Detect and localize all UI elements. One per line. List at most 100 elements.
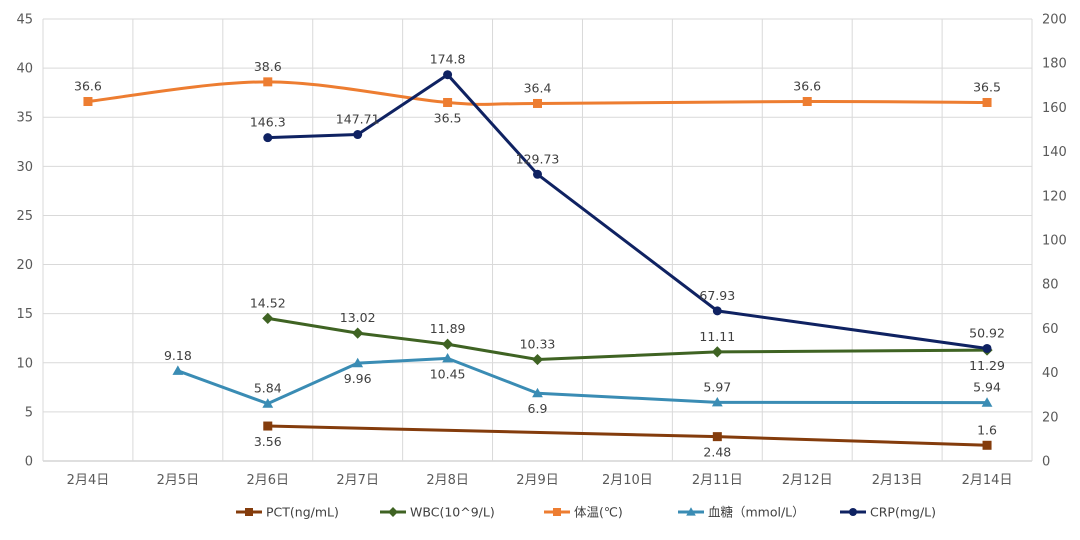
y-right-tick-label: 100 xyxy=(1042,234,1067,249)
series-3-point xyxy=(442,352,453,363)
y-left-tick-label: 40 xyxy=(16,62,33,77)
data-label: 11.89 xyxy=(430,321,466,336)
legend-marker xyxy=(849,508,857,516)
legend-marker xyxy=(388,507,398,517)
y-left-tick-label: 25 xyxy=(16,209,33,224)
series-4-point xyxy=(263,133,273,143)
data-label: 146.3 xyxy=(250,115,286,130)
x-tick-label: 2月5日 xyxy=(157,473,200,488)
series-3-point xyxy=(352,357,364,368)
x-tick-label: 2月10日 xyxy=(602,473,653,488)
y-right-tick-label: 0 xyxy=(1042,455,1050,470)
y-left-tick-label: 15 xyxy=(16,307,33,322)
x-tick-label: 2月12日 xyxy=(782,473,833,488)
series-0-line xyxy=(267,424,988,447)
x-tick-label: 2月13日 xyxy=(872,473,923,488)
data-label: 36.6 xyxy=(793,79,821,94)
legend-label: 体温(℃) xyxy=(574,505,623,520)
data-label: 36.4 xyxy=(524,80,552,95)
legend-marker xyxy=(553,508,561,516)
data-label: 10.45 xyxy=(430,366,466,381)
y-right-tick-label: 60 xyxy=(1042,322,1059,337)
x-tick-label: 2月14日 xyxy=(962,473,1013,488)
y-right-tick-label: 140 xyxy=(1042,145,1067,160)
series-4-point xyxy=(533,169,542,179)
x-tick-label: 2月9日 xyxy=(516,473,559,488)
data-label: 14.52 xyxy=(250,295,286,310)
series-3-point xyxy=(532,387,543,398)
y-left-tick-label: 35 xyxy=(16,111,33,126)
series-2-point xyxy=(443,97,453,107)
data-label: 11.29 xyxy=(969,358,1005,373)
data-label: 3.56 xyxy=(254,434,282,449)
y-right-tick-label: 40 xyxy=(1042,366,1059,381)
series-2-point xyxy=(533,98,542,108)
y-right-tick-label: 120 xyxy=(1042,189,1067,204)
data-label: 36.5 xyxy=(973,79,1001,94)
data-label: 50.92 xyxy=(969,325,1005,340)
series-2-point xyxy=(263,77,273,87)
data-label: 1.6 xyxy=(977,422,997,437)
series-2-point xyxy=(982,97,992,107)
y-left-tick-label: 20 xyxy=(16,258,33,273)
x-tick-label: 2月6日 xyxy=(246,473,289,488)
data-label: 5.84 xyxy=(254,381,282,396)
data-label: 13.02 xyxy=(340,310,376,325)
data-label: 9.96 xyxy=(344,371,372,386)
data-label: 147.71 xyxy=(336,112,380,127)
series-2-point xyxy=(802,97,812,107)
series-1-point xyxy=(442,338,454,350)
y-right-tick-label: 160 xyxy=(1042,101,1067,116)
series-1-point xyxy=(711,346,723,358)
y-right-tick-label: 200 xyxy=(1042,13,1067,28)
legend-label: PCT(ng/mL) xyxy=(266,505,339,520)
series-0-point xyxy=(712,432,722,442)
data-label: 38.6 xyxy=(254,59,282,74)
x-tick-label: 2月4日 xyxy=(67,473,110,488)
series-0-point xyxy=(263,421,273,431)
series-2-line xyxy=(87,80,988,106)
data-label: 67.93 xyxy=(699,288,735,303)
series-lines xyxy=(83,70,993,450)
legend-marker xyxy=(686,507,696,516)
legend-label: CRP(mg/L) xyxy=(870,505,936,520)
series-3-point xyxy=(262,398,274,408)
series-1-point xyxy=(352,327,364,339)
series-4-point xyxy=(443,70,453,80)
y-left-tick-label: 45 xyxy=(16,13,33,28)
series-1-point xyxy=(531,353,544,366)
x-tick-label: 2月11日 xyxy=(692,473,743,488)
y-left-tick-label: 10 xyxy=(16,356,33,371)
data-label: 5.97 xyxy=(703,379,731,394)
data-label: 36.5 xyxy=(434,110,462,125)
y-left-tick-label: 5 xyxy=(25,405,33,420)
x-tick-label: 2月7日 xyxy=(336,473,379,488)
legend-label: 血糖（mmol/L） xyxy=(708,505,805,520)
series-1-line xyxy=(267,316,988,362)
series-4-point xyxy=(712,306,722,316)
legend-marker xyxy=(245,508,253,516)
series-0-point xyxy=(982,440,992,450)
data-label: 36.6 xyxy=(74,79,102,94)
legend: PCT(ng/mL) WBC(10^9/L) 体温(℃) 血糖（mmol/L） CRP(… xyxy=(236,505,936,520)
data-label: 129.73 xyxy=(516,151,560,166)
series-3-point xyxy=(172,365,184,375)
gridlines xyxy=(42,18,1033,462)
data-label: 6.9 xyxy=(528,401,548,416)
y-right-tick-label: 80 xyxy=(1042,278,1059,293)
y-left-tick-label: 30 xyxy=(16,160,33,175)
series-3-point xyxy=(981,397,993,407)
data-labels: 3.56 2.48 1.6 14.52 13.02 11.89 10.33 11.11 11.2… xyxy=(74,52,1005,460)
series-4-point xyxy=(353,130,363,140)
series-4-line xyxy=(267,73,988,350)
data-label: 11.11 xyxy=(699,329,735,344)
legend-label: WBC(10^9/L) xyxy=(410,505,495,520)
y-right-tick-label: 20 xyxy=(1042,410,1059,425)
axes: 0 5 10 15 20 25 30 35 40 45 0 20 40 60 80 100 120 140 160 1… xyxy=(16,13,1066,489)
series-1-point xyxy=(262,312,274,324)
series-3-point xyxy=(711,396,723,407)
data-label: 2.48 xyxy=(703,445,731,460)
data-label: 10.33 xyxy=(520,337,556,352)
